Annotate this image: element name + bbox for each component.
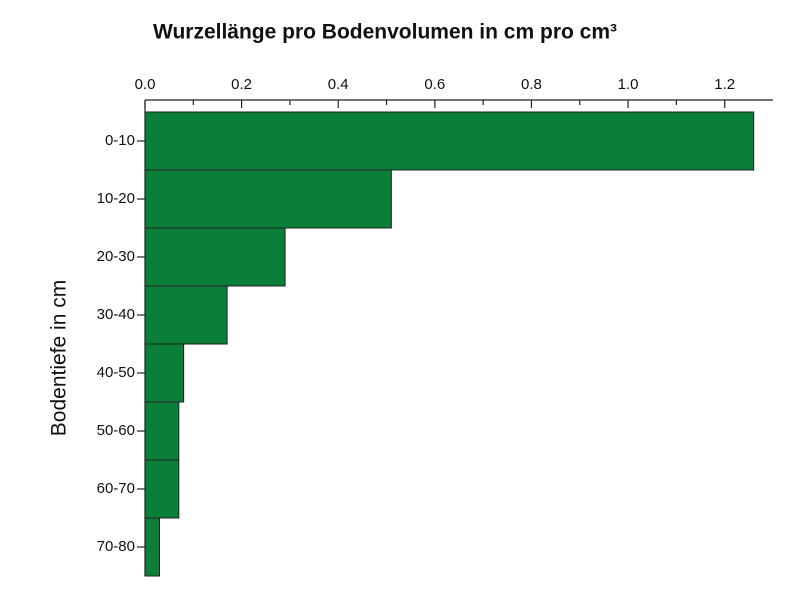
x-tick-label: 0.6: [424, 76, 445, 93]
bar: [144, 111, 755, 171]
y-tick-label: 40-50: [97, 364, 135, 381]
bar: [144, 459, 180, 519]
bar: [144, 517, 160, 577]
x-tick-label: 1.0: [618, 76, 639, 93]
x-tick-label: 0.8: [521, 76, 542, 93]
y-tick-label: 60-70: [97, 480, 135, 497]
y-axis-label: Bodentiefe in cm: [48, 280, 71, 436]
y-tick-label: 20-30: [97, 248, 135, 265]
x-tick-label: 0.0: [135, 76, 156, 93]
bar: [144, 343, 185, 403]
bar: [144, 285, 228, 345]
y-tick-label: 10-20: [97, 190, 135, 207]
bar: [144, 401, 180, 461]
bar: [144, 169, 392, 229]
x-tick-label: 0.2: [231, 76, 252, 93]
chart-title: Wurzellänge pro Bodenvolumen in cm pro c…: [153, 21, 617, 44]
y-tick-label: 30-40: [97, 306, 135, 323]
x-tick-label: 1.2: [714, 76, 735, 93]
y-tick-label: 0-10: [105, 132, 135, 149]
y-tick-label: 70-80: [97, 538, 135, 555]
x-tick-label: 0.4: [328, 76, 349, 93]
y-tick-label: 50-60: [97, 422, 135, 439]
bar: [144, 227, 286, 287]
